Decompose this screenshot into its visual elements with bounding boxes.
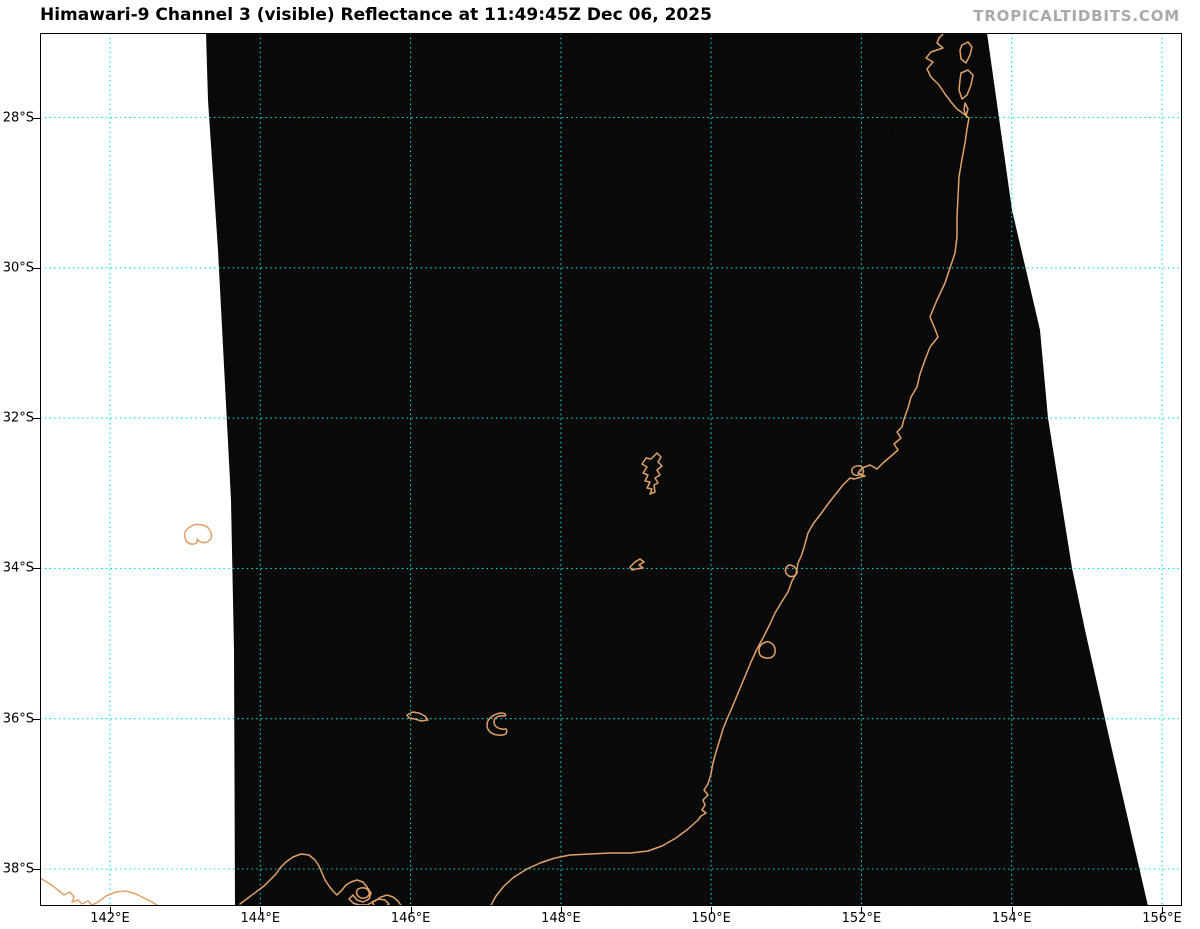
lon-tick-150e (711, 907, 713, 914)
lat-label-30s: 30°S (2, 260, 34, 276)
lon-tick-148e (560, 907, 562, 914)
island-moreton (959, 41, 973, 64)
site-watermark: TROPICALTIDBITS.COM (973, 7, 1180, 25)
satellite-map (39, 32, 1182, 909)
lon-label-146e: 146°E (390, 911, 431, 926)
lon-tick-152e (861, 907, 863, 914)
lat-tick-36s (33, 718, 40, 720)
lat-label-38s: 38°S (2, 861, 34, 877)
lat-tick-34s (33, 568, 40, 570)
bay-port-stephens (851, 465, 865, 476)
lake-outline-west (183, 523, 213, 545)
lat-tick-28s (33, 117, 40, 119)
lon-tick-142e (110, 907, 111, 914)
lon-label-156e: 156°E (1142, 911, 1182, 926)
plot-border (40, 33, 1182, 906)
lon-tick-156e (1162, 907, 1163, 914)
lat-label-34s: 34°S (2, 560, 34, 576)
lon-label-150e: 150°E (691, 911, 731, 926)
coastline-victoria-west (39, 877, 161, 908)
coastline-french-island (355, 886, 371, 900)
island-stradbroke (958, 69, 974, 100)
lat-label-32s: 32°S (2, 410, 34, 426)
lon-label-148e: 148°E (541, 911, 581, 926)
bay-st-georges (758, 640, 776, 659)
coastline-east-australia (489, 32, 970, 908)
lon-label-144e: 144°E (240, 911, 281, 926)
lake-outline-central (641, 452, 663, 495)
page-title: Himawari-9 Channel 3 (visible) Reflectan… (40, 5, 712, 25)
lon-tick-146e (410, 907, 412, 914)
lat-tick-38s (33, 869, 40, 870)
scan-swath (206, 33, 1148, 906)
lon-tick-154e (1011, 907, 1013, 914)
bay-jervis (784, 564, 798, 578)
lat-tick-32s (33, 418, 40, 420)
lon-label-152e: 152°E (841, 911, 882, 926)
lake-outline-36s-west (406, 711, 429, 722)
lat-tick-30s (33, 267, 40, 269)
island-sliver (963, 102, 969, 117)
lat-label-36s: 36°S (2, 711, 34, 727)
satellite-map-canvas (39, 32, 1182, 909)
lon-label-142e: 142°E (90, 911, 130, 926)
lake-outline-36s-crescent (486, 712, 508, 736)
lake-outline-small (629, 558, 645, 571)
lon-tick-144e (260, 907, 262, 914)
lat-label-28s: 28°S (2, 110, 34, 125)
lon-label-154e: 154°E (991, 911, 1032, 926)
